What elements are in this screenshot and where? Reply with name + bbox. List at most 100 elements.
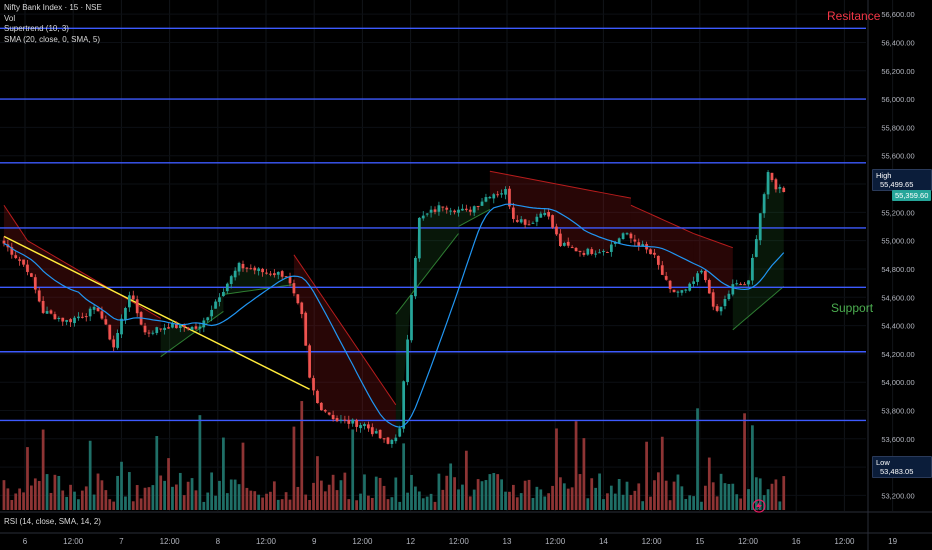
candle-body <box>751 257 754 281</box>
candle-body <box>535 216 539 222</box>
candle-body <box>80 316 84 318</box>
candle-body <box>719 306 723 312</box>
candle-body <box>594 253 598 255</box>
candle-body <box>351 419 355 424</box>
candle-body <box>421 215 425 219</box>
candle-body <box>316 390 319 404</box>
volume-bar <box>613 493 617 510</box>
volume-bar <box>2 480 6 510</box>
volume-bar <box>159 475 163 510</box>
volume-bar <box>704 485 707 510</box>
x-tick-label: 12:00 <box>63 537 84 546</box>
volume-bar <box>92 494 96 510</box>
volume-bar <box>331 474 335 510</box>
current-price-tag: 55,359.60 <box>892 190 932 201</box>
candle-body <box>562 243 566 246</box>
volume-bar <box>319 480 323 510</box>
candle-body <box>135 299 139 314</box>
volume-bar <box>296 486 300 510</box>
candle-body <box>441 206 445 208</box>
candle-body <box>335 418 339 422</box>
low-tag: Low 53,483.05 <box>872 456 932 478</box>
volume-bar <box>449 463 453 510</box>
x-tick-label: 12:00 <box>738 537 759 546</box>
candle-body <box>519 219 523 223</box>
volume-bar <box>53 474 57 510</box>
volume-bar <box>406 492 409 510</box>
candle-body <box>120 318 123 335</box>
volume-bar <box>417 491 421 510</box>
candle-body <box>735 283 739 285</box>
volume-bar <box>574 421 578 510</box>
volume-bar <box>570 487 574 510</box>
volume-bar <box>359 493 362 510</box>
candle-body <box>508 188 511 207</box>
candle-body <box>382 438 386 440</box>
candle-body <box>641 244 645 247</box>
volume-bar <box>33 478 37 510</box>
volume-bar <box>222 437 225 510</box>
candle-body <box>723 299 727 307</box>
supertrend-line <box>293 254 397 406</box>
candle-body <box>394 437 398 442</box>
volume-indicator-label[interactable]: Vol <box>4 13 16 23</box>
candle-body <box>88 308 92 317</box>
candle-body <box>186 327 190 330</box>
symbol-title[interactable]: Nifty Bank Index · 15 · NSE <box>4 3 102 12</box>
candle-body <box>523 219 527 225</box>
volume-bar <box>6 488 10 510</box>
volume-bar <box>323 491 327 510</box>
lightning-icon[interactable] <box>752 499 766 513</box>
volume-bar <box>233 479 237 510</box>
low-tag-value: 53,483.05 <box>880 467 914 476</box>
x-tick-label: 7 <box>119 537 124 546</box>
sma-indicator-label[interactable]: SMA (20, close, 0, SMA, 5) <box>4 34 101 44</box>
supertrend-indicator-label[interactable]: Supertrend (10, 3) <box>4 24 69 33</box>
volume-bar <box>190 478 194 510</box>
candle-body <box>598 252 601 254</box>
volume-bar <box>500 479 503 510</box>
volume-bar <box>22 492 25 510</box>
candle-body <box>222 291 225 297</box>
volume-bar <box>61 490 65 510</box>
candle-body <box>692 281 695 284</box>
volume-bar <box>127 472 131 510</box>
volume-bar <box>182 495 186 510</box>
candle-body <box>437 205 441 212</box>
candle-body <box>621 233 625 240</box>
candle-body <box>484 197 488 202</box>
x-tick-label: 13 <box>503 537 512 546</box>
volume-bar <box>645 441 648 510</box>
candle-body <box>112 339 116 348</box>
volume-bar <box>606 493 609 510</box>
candle-body <box>445 207 449 210</box>
low-tag-label: Low <box>876 458 890 467</box>
volume-bar <box>304 494 308 510</box>
supertrend-line <box>3 204 28 241</box>
candle-body <box>323 409 327 412</box>
candle-body <box>778 187 782 189</box>
candle-body <box>269 273 272 275</box>
rsi-indicator-label[interactable]: RSI (14, close, SMA, 14, 2) <box>4 517 101 526</box>
volume-bar <box>112 501 116 510</box>
candle-body <box>53 314 57 320</box>
x-tick-label: 12:00 <box>160 537 181 546</box>
candle-body <box>304 312 308 346</box>
volume-bar <box>633 490 637 510</box>
volume-bar <box>308 500 311 510</box>
volume-bar <box>735 494 739 510</box>
resistance-label: Resitance <box>827 9 881 23</box>
volume-bar <box>625 481 629 510</box>
candle-body <box>378 429 382 439</box>
candle-body <box>131 295 135 300</box>
candle-body <box>688 283 692 291</box>
candle-body <box>739 283 743 285</box>
supertrend-line <box>693 233 733 249</box>
volume-bar <box>692 496 695 510</box>
candle-body <box>700 270 703 273</box>
candle-body <box>566 241 570 246</box>
volume-bar <box>49 492 53 510</box>
volume-bar <box>641 501 645 510</box>
supertrend-line <box>395 233 459 315</box>
